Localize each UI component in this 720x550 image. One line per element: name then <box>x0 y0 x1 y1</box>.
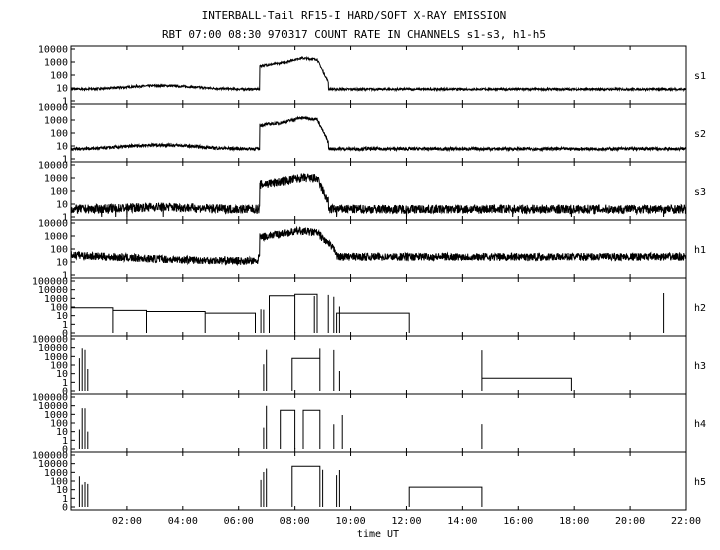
y-tick-label: 0 <box>62 445 68 456</box>
y-tick-label: 1000 <box>44 232 68 243</box>
y-tick-label: 1000 <box>44 116 68 127</box>
x-tick-label: 16:00 <box>503 516 533 527</box>
y-tick-label: 1000 <box>44 294 68 305</box>
panel-s1: 1 10 100 1000 10000 s1 <box>38 45 706 108</box>
y-tick-label: 1 <box>62 320 68 331</box>
panel-frame <box>70 45 687 105</box>
x-tick-label: 10:00 <box>335 516 365 527</box>
channel-label: h2 <box>694 303 706 314</box>
series-s2 <box>70 115 687 153</box>
panel-stack: 110100100010000s1110100100010000s2110100… <box>32 45 706 514</box>
y-tick-label: 10 <box>56 369 68 380</box>
y-tick-label: 1000 <box>44 410 68 421</box>
time-axis: 02:00 04:00 06:00 08:00 10:00 12:00 14:00 16:00… <box>112 516 701 527</box>
channel-label: h4 <box>694 419 706 430</box>
channel-label: h5 <box>694 477 706 488</box>
y-tick-label: 10000 <box>38 459 68 470</box>
x-tick-label: 18:00 <box>559 516 589 527</box>
y-tick-label: 1000 <box>44 174 68 185</box>
chart-title: INTERBALL-Tail RF15-I HARD/SOFT X-RAY EM… <box>202 9 507 22</box>
series-s3 <box>70 172 687 218</box>
y-tick-label: 10000 <box>38 103 68 114</box>
y-tick-label: 0 <box>62 329 68 340</box>
y-tick-label: 10 <box>56 142 68 153</box>
series-h3 <box>78 348 572 391</box>
series-h2 <box>70 293 665 333</box>
y-tick-label: 10 <box>56 485 68 496</box>
panel-frame <box>70 277 687 337</box>
y-tick-label: 100000 <box>32 335 68 346</box>
x-tick-label: 14:00 <box>447 516 477 527</box>
y-tick-label: 100 <box>50 303 68 314</box>
y-tick-label: 100 <box>50 71 68 82</box>
series-h5 <box>78 465 483 507</box>
x-tick-label: 12:00 <box>391 516 421 527</box>
y-tick-label: 1 <box>62 436 68 447</box>
y-tick-label: 10000 <box>38 45 68 56</box>
series-s1 <box>70 55 687 93</box>
y-tick-label: 10 <box>56 311 68 322</box>
x-tick-label: 20:00 <box>615 516 645 527</box>
panel-frame <box>70 103 687 163</box>
panel-frame <box>70 219 687 279</box>
x-tick-label: 08:00 <box>280 516 310 527</box>
panel-h1: 1 10 100 1000 10000 h1 <box>38 219 706 282</box>
y-tick-label: 10000 <box>38 285 68 296</box>
y-tick-label: 1 <box>62 213 68 224</box>
y-tick-label: 100 <box>50 419 68 430</box>
y-tick-label: 100000 <box>32 393 68 404</box>
y-tick-label: 100 <box>50 361 68 372</box>
panel-frame <box>70 335 687 395</box>
panel-s2: 1 10 100 1000 10000 s2 <box>38 103 706 166</box>
y-tick-label: 10000 <box>38 219 68 230</box>
y-tick-label: 1 <box>62 494 68 505</box>
chart-subtitle: RBT 07:00 08:30 970317 COUNT RATE IN CHA… <box>162 28 546 41</box>
y-tick-label: 100000 <box>32 451 68 462</box>
y-tick-label: 1 <box>62 378 68 389</box>
panel-s3: 1 10 100 1000 10000 s3 <box>38 161 706 224</box>
y-tick-label: 1 <box>62 155 68 166</box>
y-tick-label: 10000 <box>38 343 68 354</box>
y-tick-label: 10 <box>56 258 68 269</box>
y-tick-label: 1000 <box>44 58 68 69</box>
x-tick-label: 22:00 <box>671 516 701 527</box>
y-tick-label: 100 <box>50 129 68 140</box>
y-tick-label: 100 <box>50 245 68 256</box>
y-tick-label: 1 <box>62 97 68 108</box>
y-tick-label: 1000 <box>44 352 68 363</box>
y-tick-label: 100000 <box>32 277 68 288</box>
x-tick-label: 06:00 <box>224 516 254 527</box>
channel-label: s1 <box>694 71 706 82</box>
y-tick-label: 10 <box>56 427 68 438</box>
channel-label: s3 <box>694 187 706 198</box>
x-tick-label: 02:00 <box>112 516 142 527</box>
y-tick-label: 1 <box>62 271 68 282</box>
x-axis-label: time UT <box>357 529 399 540</box>
y-tick-label: 0 <box>62 387 68 398</box>
y-tick-label: 10000 <box>38 161 68 172</box>
y-tick-label: 100 <box>50 187 68 198</box>
panel-frame <box>70 451 687 511</box>
channel-label: h1 <box>694 245 706 256</box>
channel-label: s2 <box>694 129 706 140</box>
series-h4 <box>78 405 483 449</box>
panel-frame <box>70 393 687 453</box>
y-tick-label: 0 <box>62 503 68 514</box>
series-h1 <box>70 225 687 267</box>
y-tick-label: 10 <box>56 84 68 95</box>
y-tick-label: 1000 <box>44 468 68 479</box>
y-tick-label: 10 <box>56 200 68 211</box>
y-tick-label: 100 <box>50 477 68 488</box>
y-tick-label: 10000 <box>38 401 68 412</box>
channel-label: h3 <box>694 361 706 372</box>
x-tick-label: 04:00 <box>168 516 198 527</box>
